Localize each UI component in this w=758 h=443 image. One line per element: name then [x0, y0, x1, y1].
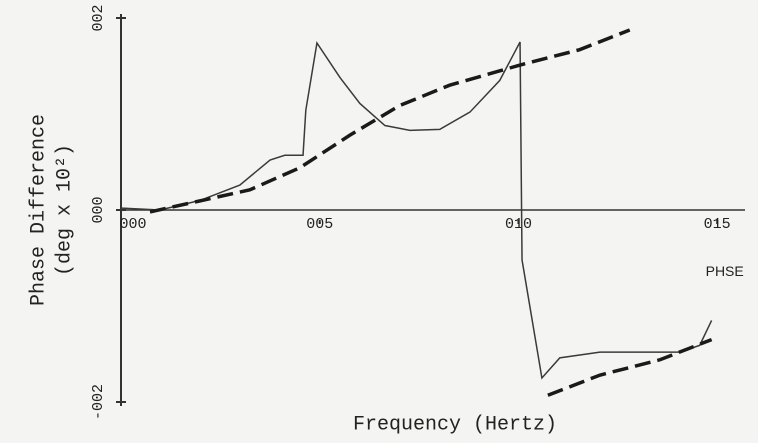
- x-tick-label: 005: [306, 216, 333, 233]
- y-tick-label: 002: [90, 4, 107, 31]
- data-line: [149, 28, 713, 397]
- y-tick-label: 000: [90, 196, 107, 223]
- x-tick-label: 010: [505, 216, 532, 233]
- x-tick-label: 000: [119, 216, 146, 233]
- series-label: PHSE: [706, 263, 744, 279]
- y-axis-label: (deg x 10²): [53, 144, 76, 276]
- data-line: [120, 40, 713, 380]
- x-tick-label: 015: [704, 216, 731, 233]
- y-tick-label: -002: [90, 384, 107, 420]
- y-axis-label: Phase Difference: [27, 114, 50, 306]
- x-axis-label: Frequency (Hertz): [353, 413, 557, 436]
